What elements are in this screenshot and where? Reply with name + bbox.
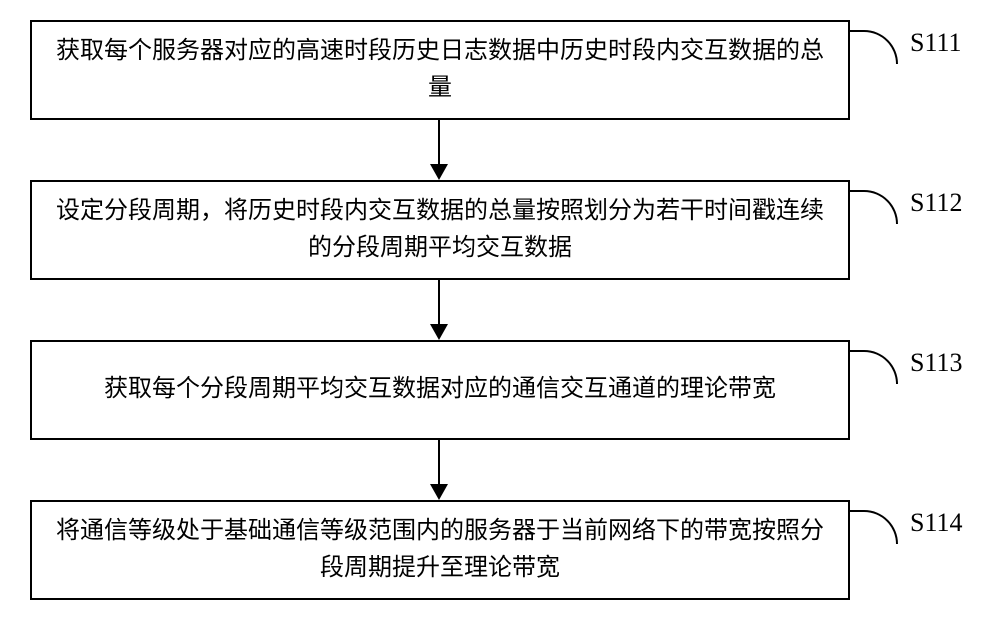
- label-connector: [850, 190, 898, 224]
- step-text: 设定分段周期，将历史时段内交互数据的总量按照划分为若干时间戳连续的分段周期平均交…: [50, 193, 830, 267]
- label-connector: [850, 510, 898, 544]
- flowchart-step-box: 将通信等级处于基础通信等级范围内的服务器于当前网络下的带宽按照分段周期提升至理论…: [30, 500, 850, 600]
- arrow-head-icon: [430, 324, 448, 340]
- arrow-head-icon: [430, 164, 448, 180]
- step-label: S112: [910, 188, 963, 218]
- flowchart-step-box: 获取每个服务器对应的高速时段历史日志数据中历史时段内交互数据的总量: [30, 20, 850, 120]
- step-text: 获取每个分段周期平均交互数据对应的通信交互通道的理论带宽: [104, 371, 776, 408]
- step-text: 获取每个服务器对应的高速时段历史日志数据中历史时段内交互数据的总量: [50, 33, 830, 107]
- flowchart-step-box: 获取每个分段周期平均交互数据对应的通信交互通道的理论带宽: [30, 340, 850, 440]
- arrow-line: [438, 120, 440, 164]
- step-label: S111: [910, 28, 962, 58]
- label-connector: [850, 350, 898, 384]
- arrow-head-icon: [430, 484, 448, 500]
- label-connector: [850, 30, 898, 64]
- arrow-line: [438, 440, 440, 484]
- arrow-line: [438, 280, 440, 324]
- step-label: S113: [910, 348, 963, 378]
- flowchart-step-box: 设定分段周期，将历史时段内交互数据的总量按照划分为若干时间戳连续的分段周期平均交…: [30, 180, 850, 280]
- step-text: 将通信等级处于基础通信等级范围内的服务器于当前网络下的带宽按照分段周期提升至理论…: [50, 513, 830, 587]
- step-label: S114: [910, 508, 963, 538]
